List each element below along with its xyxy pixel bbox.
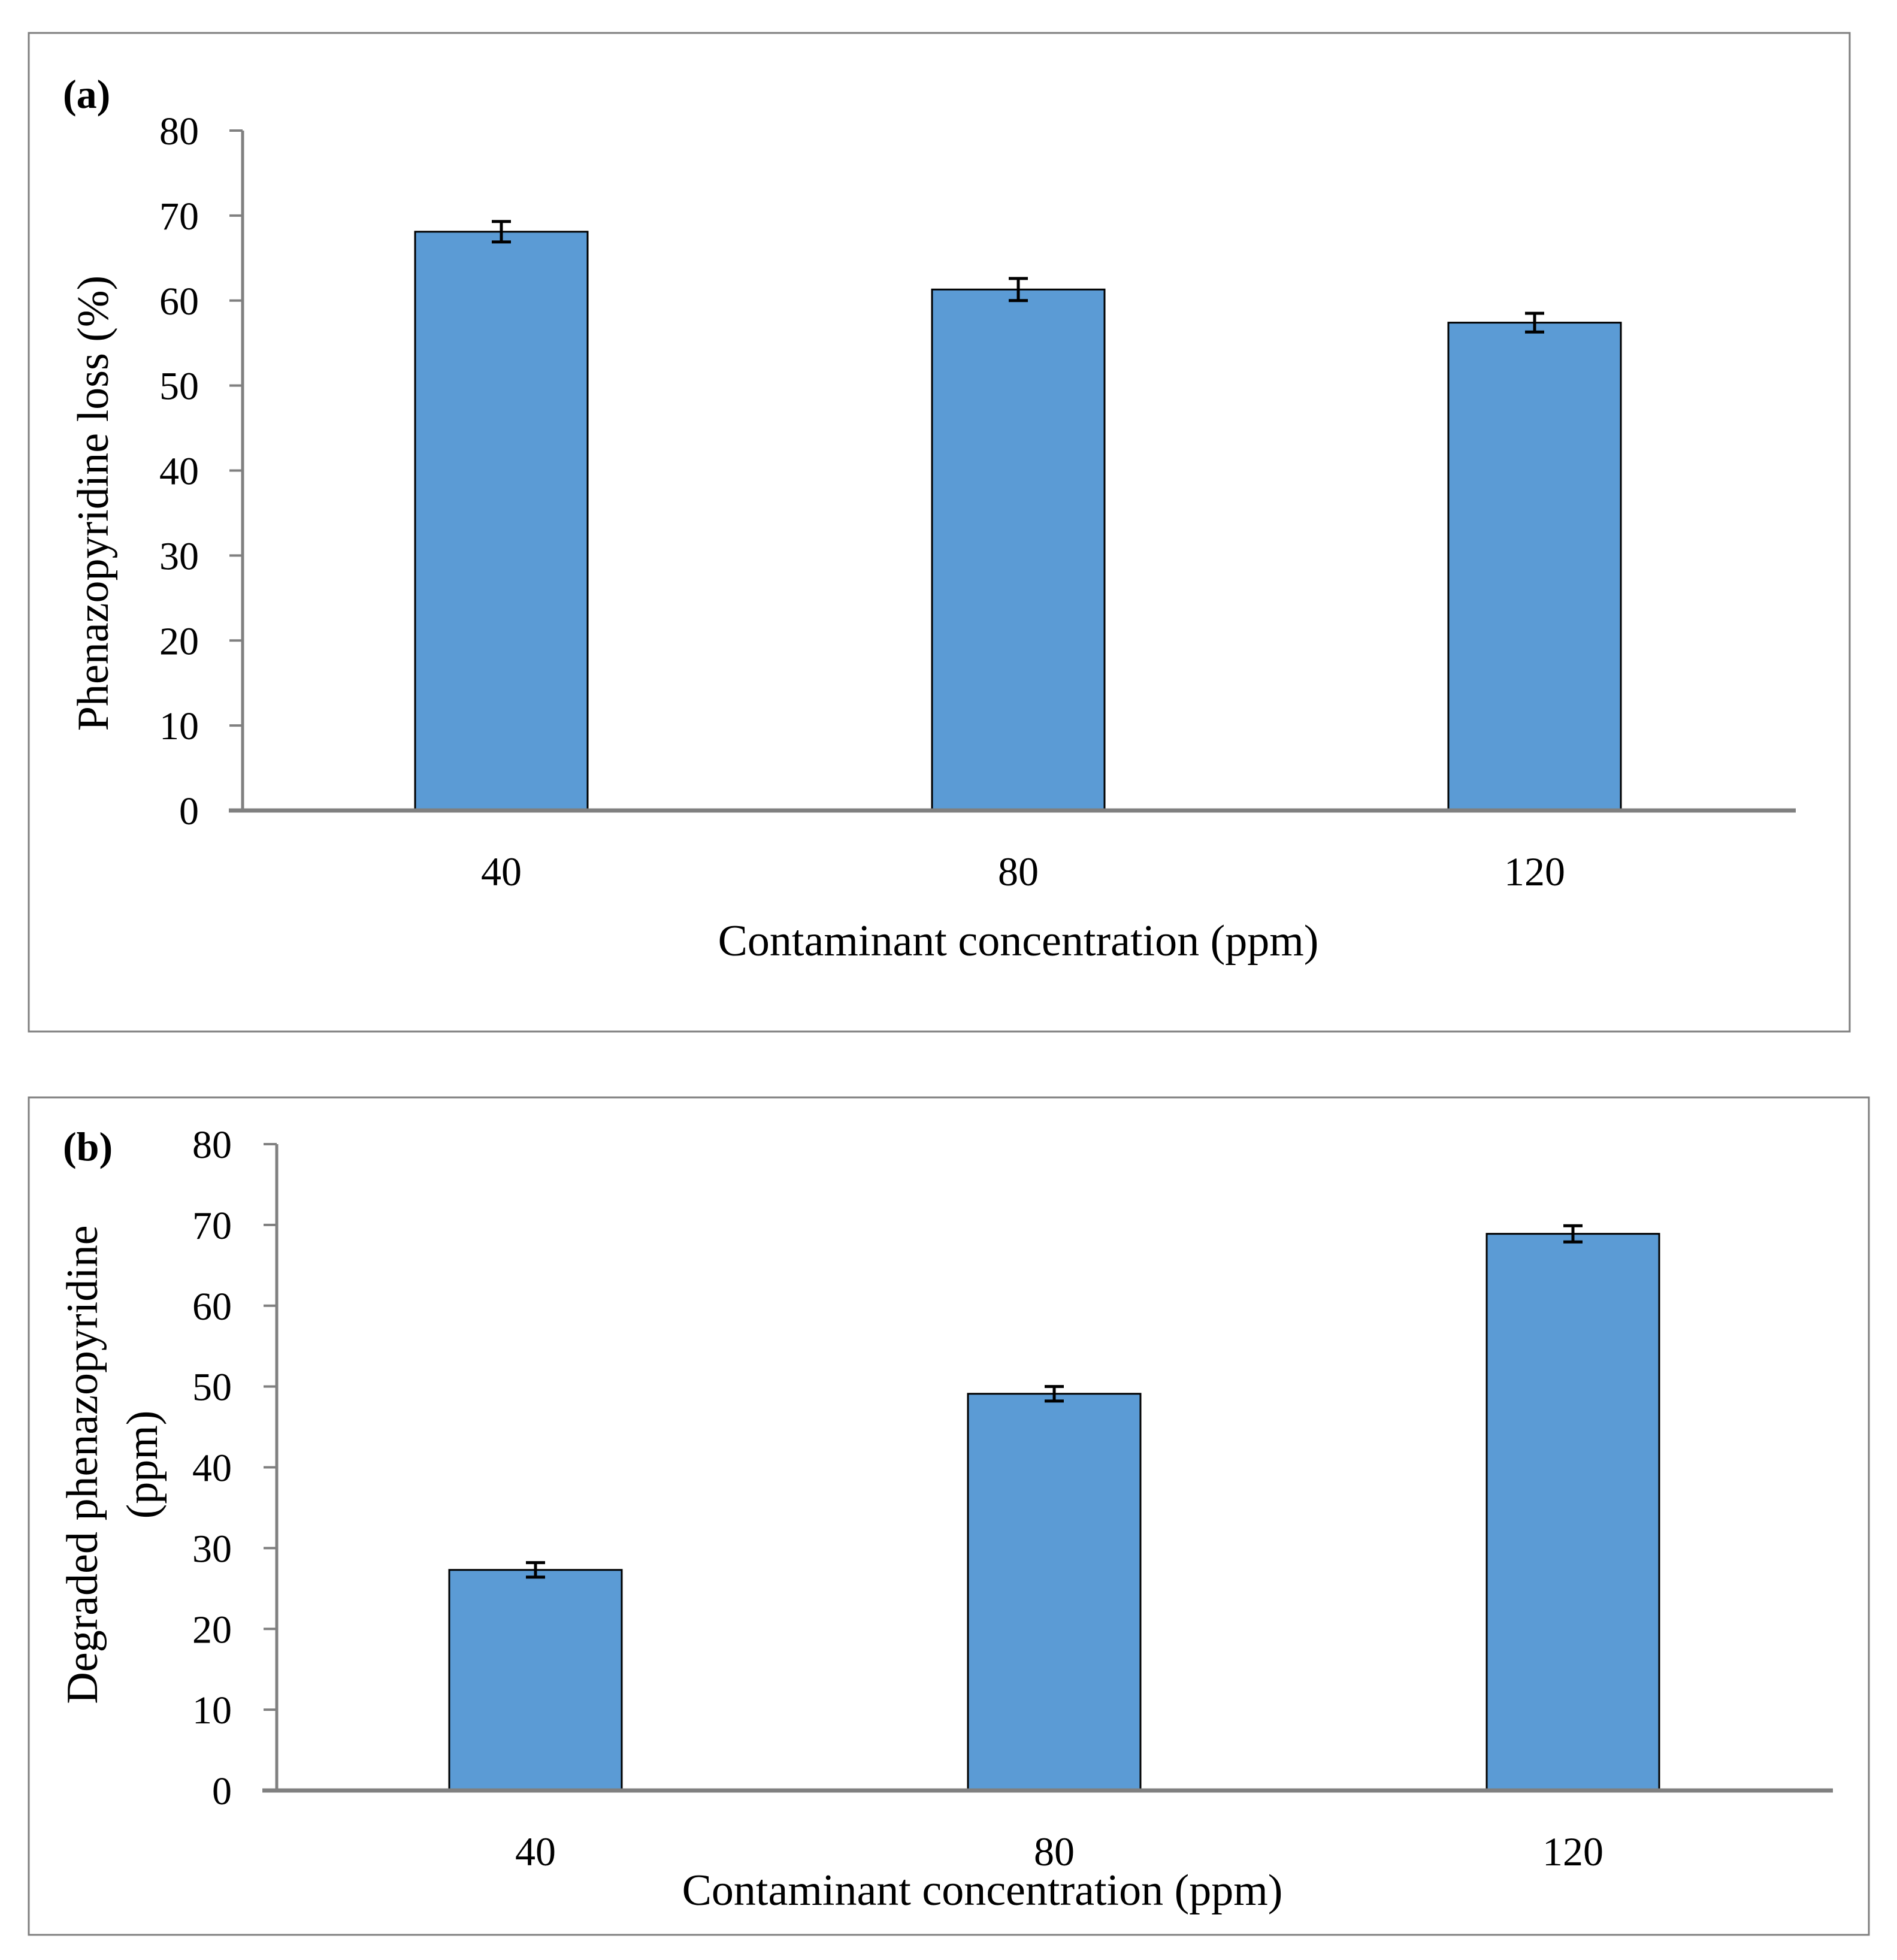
y-tick-label: 80 [192,1123,232,1167]
x-tick-label-80: 80 [1034,1829,1075,1874]
panel-a-label: (a) [63,71,110,117]
panel-b: (b) 0 10 20 30 40 50 60 70 80 40 80 120 Contaminan… [28,1096,1870,1936]
panel-a-bars [414,231,1622,812]
panel-b-y-axis-label-line-2: (ppm) [118,1411,167,1519]
y-tick-label: 10 [192,1689,232,1732]
bar-120 [1485,1233,1660,1792]
y-tick-label: 60 [192,1285,232,1329]
y-tick-label: 20 [159,619,199,663]
bar-120 [1447,322,1622,812]
y-tick-label: 10 [159,704,199,748]
panel-a-y-tick-labels: 0 10 20 30 40 50 60 70 80 [159,110,243,833]
panel-a-y-axis-label: Phenazopyridine loss (%) [69,276,118,731]
y-tick-label: 30 [192,1527,232,1571]
bar-80 [931,288,1106,812]
panel-b-x-axis-label: Contaminant concentration (ppm) [682,1866,1283,1915]
y-tick-label: 80 [159,110,199,153]
y-tick-label: 30 [159,534,199,578]
x-tick-label-80: 80 [998,849,1039,894]
panel-b-y-tick-labels: 0 10 20 30 40 50 60 70 80 [192,1123,277,1813]
y-tick-label: 40 [192,1447,232,1490]
y-tick-label: 50 [192,1366,232,1409]
panel-a-error-bars [492,220,1544,334]
y-tick-label: 60 [159,280,199,323]
panel-b-error-bars [526,1224,1583,1579]
x-tick-label-40: 40 [481,849,522,894]
x-tick-label-120: 120 [1504,849,1565,894]
x-tick-label-40: 40 [515,1829,556,1874]
y-tick-label: 70 [192,1204,232,1248]
bar-40 [414,231,589,812]
y-tick-label: 40 [159,450,199,494]
y-tick-label: 20 [192,1608,232,1652]
panel-b-y-axis-label-line-1: Degraded phenazopyridine [58,1225,107,1704]
y-tick-label: 0 [212,1770,232,1813]
y-tick-label: 70 [159,195,199,238]
bar-80 [967,1393,1142,1792]
x-tick-label-120: 120 [1542,1829,1603,1874]
y-tick-label: 50 [159,365,199,409]
panel-b-label: (b) [63,1124,113,1169]
panel-b-x-tick-labels: 40 80 120 [515,1829,1603,1874]
panel-a-x-axis-label: Contaminant concentration (ppm) [718,917,1319,966]
panel-a: (a) 0 10 20 30 40 50 60 70 80 40 80 120 Contaminan… [28,32,1851,1033]
y-tick-label: 0 [179,790,199,833]
panel-b-bars [448,1233,1660,1792]
bar-40 [448,1569,623,1792]
panel-a-x-tick-labels: 40 80 120 [481,849,1565,894]
